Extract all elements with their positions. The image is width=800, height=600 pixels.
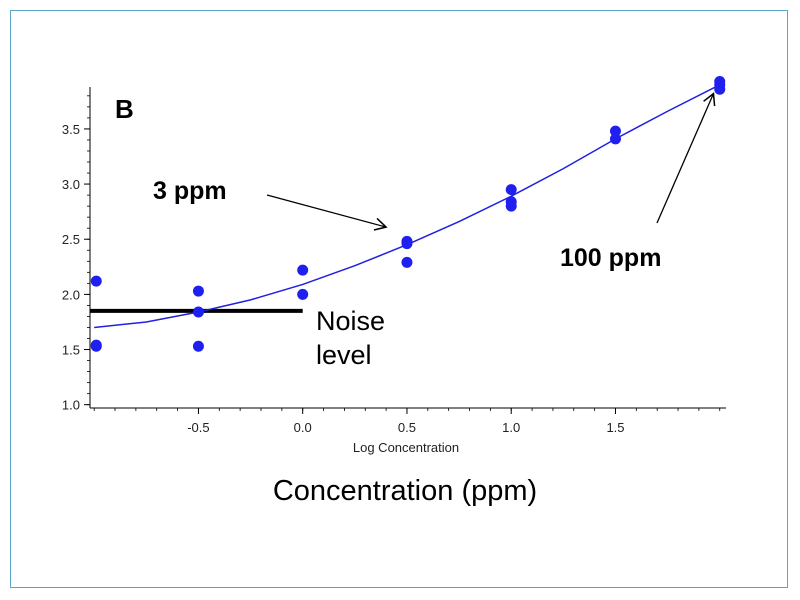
data-point [192, 306, 204, 318]
y-tick-label: 3.5 [62, 122, 80, 137]
figure-frame [10, 10, 788, 588]
data-point [90, 275, 102, 287]
arrow-3ppm [266, 194, 388, 231]
data-point [505, 200, 517, 212]
data-point [609, 133, 621, 145]
figure-caption: Concentration (ppm) [273, 475, 537, 507]
annotation-100ppm: 100 ppm [560, 244, 661, 272]
data-point [401, 238, 413, 250]
noise-label-line1: Noise [316, 306, 385, 336]
minor-ticks [87, 95, 721, 411]
x-axis-title: Log Concentration [353, 440, 459, 455]
arrow-100ppm [656, 92, 716, 224]
x-tick-label: 0.5 [398, 420, 416, 435]
data-points [90, 75, 726, 352]
y-tick-label: 3.0 [62, 177, 80, 192]
data-point [401, 256, 413, 268]
data-point [192, 285, 204, 297]
data-point [609, 125, 621, 137]
data-point [297, 264, 309, 276]
x-ticks: -0.5 0.0 0.5 1.0 1.5 [187, 408, 625, 435]
data-point [297, 288, 309, 300]
panel-label: B [115, 94, 134, 124]
fit-curve [94, 84, 721, 329]
x-tick-label: 1.0 [502, 420, 520, 435]
x-tick-label: -0.5 [187, 420, 209, 435]
x-tick-label: 1.5 [606, 420, 624, 435]
y-tick-label: 1.5 [62, 343, 80, 358]
annotation-3ppm: 3 ppm [153, 177, 227, 205]
data-point [90, 339, 102, 351]
y-tick-label: 1.0 [62, 398, 80, 413]
data-point [714, 83, 726, 95]
x-tick-label: 0.0 [294, 420, 312, 435]
y-tick-label: 2.0 [62, 287, 80, 302]
data-point [192, 340, 204, 352]
y-ticks: 1.0 1.5 2.0 2.5 3.0 3.5 [62, 122, 90, 413]
y-tick-label: 2.5 [62, 232, 80, 247]
data-point [505, 184, 517, 196]
noise-label-line2: level [316, 340, 372, 370]
